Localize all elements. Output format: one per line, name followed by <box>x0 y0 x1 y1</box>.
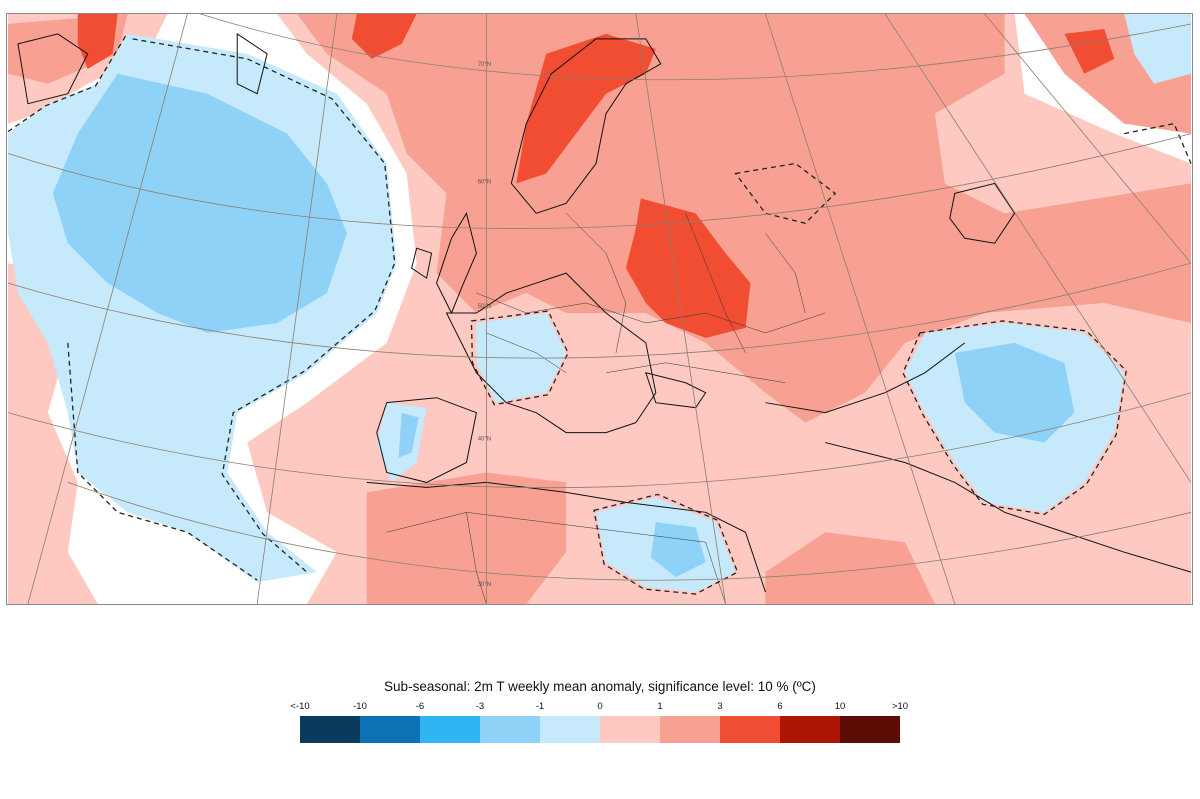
legend-swatch <box>840 716 900 743</box>
legend-tick-label: -10 <box>353 701 367 712</box>
graticule <box>7 14 1192 604</box>
significance-contours <box>7 35 1192 595</box>
legend-swatch <box>780 716 840 743</box>
legend-swatch <box>360 716 420 743</box>
legend-tick-label: 3 <box>717 701 723 712</box>
legend-tick-label: 0 <box>597 701 603 712</box>
legend-tick-label: 6 <box>777 701 783 712</box>
legend-swatch <box>660 716 720 743</box>
lat-label-60n: 60°N <box>478 179 491 185</box>
negative-anomaly-moderate <box>52 73 1075 578</box>
lat-label-40n: 40°N <box>478 437 491 443</box>
legend-tick-label: 10 <box>834 701 846 712</box>
anomaly-map: 70°N 60°N 50°N 40°N 30°N <box>6 13 1193 605</box>
legend-tick-label: 1 <box>657 701 663 712</box>
legend-color-bar <box>300 716 900 743</box>
legend-swatch <box>600 716 660 743</box>
legend-swatch <box>420 716 480 743</box>
lat-label-50n: 50°N <box>478 304 491 310</box>
country-borders <box>386 213 826 604</box>
legend-tick-label: -1 <box>535 701 545 712</box>
legend-tick-label: -3 <box>475 701 485 712</box>
legend-tick-label: <-10 <box>290 701 310 712</box>
legend-swatch <box>540 716 600 743</box>
legend-tick-label: -6 <box>415 701 425 712</box>
legend-swatch <box>720 716 780 743</box>
legend-swatch <box>300 716 360 743</box>
legend-swatch <box>480 716 540 743</box>
lat-label-70n: 70°N <box>478 62 491 68</box>
lat-label-30n: 30°N <box>478 582 491 588</box>
legend-tick-label: >10 <box>891 701 909 712</box>
legend-tick-labels: <-10 -10 -6 -3 -1 0 1 3 6 10 >10 <box>290 701 908 713</box>
positive-anomaly-strong <box>77 14 1115 338</box>
legend-title: Sub-seasonal: 2m T weekly mean anomaly, … <box>384 679 816 694</box>
coastlines <box>17 33 1192 593</box>
